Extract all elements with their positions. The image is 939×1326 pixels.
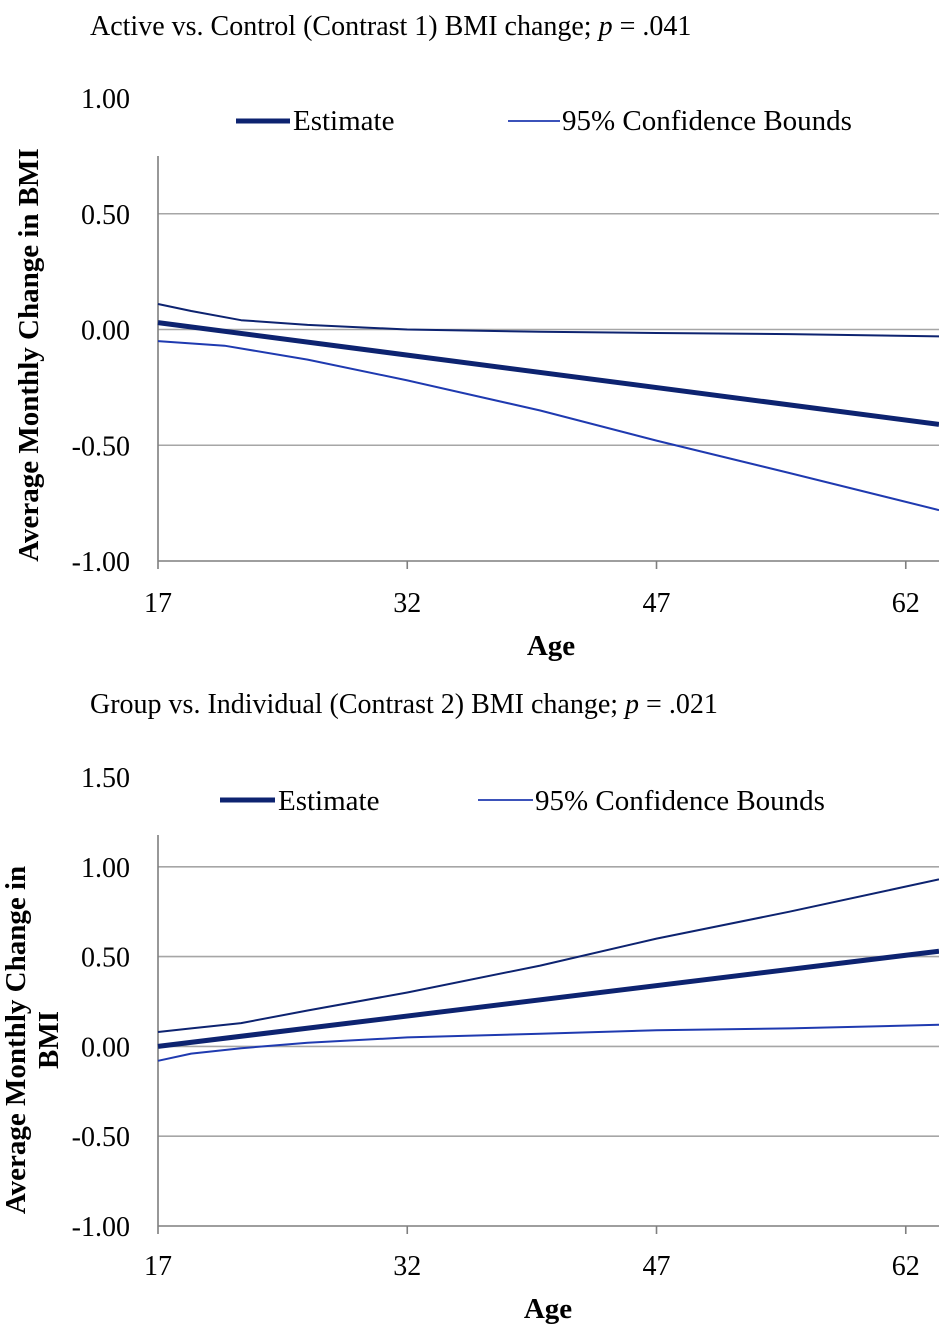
y-tick-label: 1.00 bbox=[81, 853, 130, 884]
legend-bounds-label: 95% Confidence Bounds bbox=[535, 785, 825, 817]
y-tick-label: -1.00 bbox=[72, 1212, 130, 1243]
legend-estimate-label: Estimate bbox=[278, 785, 379, 817]
y-axis-title-text: Average Monthly Change in BMI bbox=[13, 148, 45, 562]
chart-active-vs-control: Active vs. Control (Contrast 1) BMI chan… bbox=[13, 11, 939, 662]
series-lines bbox=[157, 878, 939, 1062]
x-tick-label: 47 bbox=[643, 588, 671, 619]
y-tick-label: -0.50 bbox=[72, 431, 130, 462]
y-tick-label: 1.50 bbox=[81, 763, 130, 794]
gridlines bbox=[158, 212, 939, 447]
legend: Estimate 95% Confidence Bounds bbox=[236, 105, 852, 137]
y-axis-title: Average Monthly Change in BMI bbox=[13, 148, 45, 562]
x-axis-title: Age bbox=[527, 630, 575, 662]
y-tick-labels: 1.50 1.00 0.50 0.00 -0.50 -1.00 bbox=[72, 763, 130, 1243]
chart-title: Active vs. Control (Contrast 1) BMI chan… bbox=[90, 11, 691, 42]
y-tick-label: -0.50 bbox=[72, 1122, 130, 1153]
x-tick-label: 32 bbox=[393, 1251, 421, 1282]
upper-bound-line bbox=[157, 878, 939, 1033]
gridlines bbox=[158, 865, 939, 1137]
axes bbox=[157, 835, 939, 1234]
x-tick-labels: 17 32 47 62 bbox=[144, 1251, 920, 1282]
x-tick-label: 62 bbox=[892, 588, 920, 619]
x-tick-label: 17 bbox=[144, 588, 172, 619]
series-lines bbox=[157, 303, 939, 512]
lower-bound-line bbox=[157, 1023, 939, 1062]
estimate-line bbox=[157, 948, 939, 1049]
y-tick-label: 0.50 bbox=[81, 943, 130, 974]
y-axis-title-text: Average Monthly Change inBMI bbox=[0, 866, 65, 1214]
chart-title: Group vs. Individual (Contrast 2) BMI ch… bbox=[90, 689, 718, 720]
chart-group-vs-individual: Group vs. Individual (Contrast 2) BMI ch… bbox=[0, 689, 939, 1325]
y-tick-label: 0.00 bbox=[81, 316, 130, 347]
x-tick-label: 62 bbox=[892, 1251, 920, 1282]
x-tick-label: 17 bbox=[144, 1251, 172, 1282]
y-tick-labels: 1.00 0.50 0.00 -0.50 -1.00 bbox=[72, 84, 130, 578]
legend: Estimate 95% Confidence Bounds bbox=[220, 785, 825, 817]
y-tick-label: 0.50 bbox=[81, 200, 130, 231]
y-tick-label: 1.00 bbox=[81, 84, 130, 115]
estimate-line bbox=[157, 320, 939, 427]
x-tick-labels: 17 32 47 62 bbox=[144, 588, 920, 619]
upper-bound-line bbox=[157, 303, 939, 338]
legend-bounds-label: 95% Confidence Bounds bbox=[562, 105, 852, 137]
x-axis-title: Age bbox=[524, 1293, 572, 1325]
y-tick-label: 0.00 bbox=[81, 1032, 130, 1063]
x-tick-label: 47 bbox=[643, 1251, 671, 1282]
y-tick-label: -1.00 bbox=[72, 547, 130, 578]
y-axis-title: Average Monthly Change inBMI bbox=[0, 866, 65, 1214]
legend-estimate-label: Estimate bbox=[293, 105, 394, 137]
x-tick-label: 32 bbox=[393, 588, 421, 619]
axes bbox=[157, 156, 939, 569]
lower-bound-line bbox=[157, 340, 939, 512]
